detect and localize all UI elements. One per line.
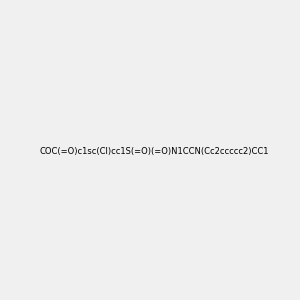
Text: COC(=O)c1sc(Cl)cc1S(=O)(=O)N1CCN(Cc2ccccc2)CC1: COC(=O)c1sc(Cl)cc1S(=O)(=O)N1CCN(Cc2cccc… <box>39 147 268 156</box>
